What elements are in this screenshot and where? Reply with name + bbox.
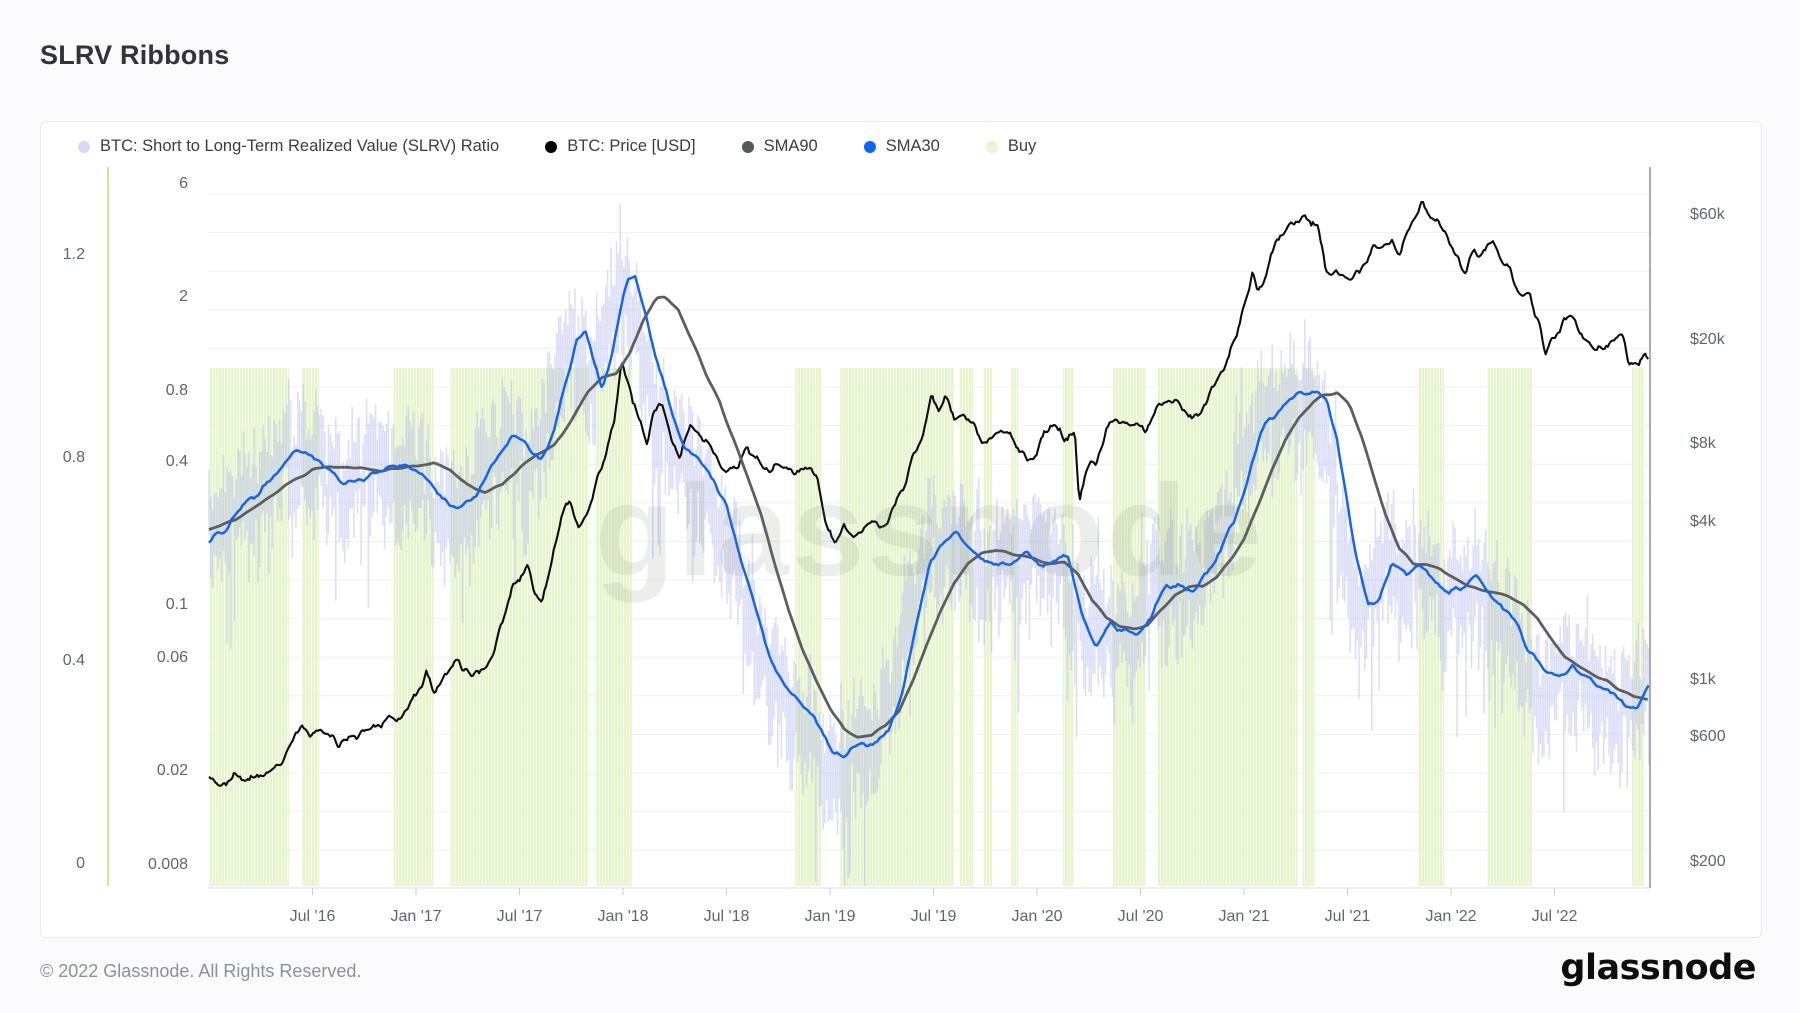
legend-item-0[interactable]: BTC: Short to Long-Term Realized Value (…	[78, 137, 499, 156]
aux-tick-label: 0.8	[62, 449, 85, 466]
price-tick-label: $200	[1690, 853, 1726, 870]
legend-label: BTC: Short to Long-Term Realized Value (…	[100, 137, 500, 155]
sma90-line	[208, 295, 1648, 739]
x-tick-label: Jan '19	[804, 908, 856, 925]
legend-dot-icon	[863, 140, 876, 153]
ratio-tick-label: 0.02	[156, 761, 188, 779]
legend-label: SMA30	[885, 137, 940, 155]
ratio-tick-label: 0.4	[165, 453, 188, 471]
x-tick-label: Jul '21	[1324, 908, 1371, 925]
price-tick-label: $8k	[1690, 434, 1716, 452]
aux-tick-label: 0.4	[62, 652, 85, 669]
copyright-text: © 2022 Glassnode. All Rights Reserved.	[40, 961, 362, 981]
ratio-tick-label: 0.06	[156, 648, 188, 666]
ratio-tick-label: 2	[179, 287, 188, 305]
ratio-tick-label: 0.008	[147, 856, 188, 873]
x-tick-label: Jan '22	[1425, 908, 1477, 925]
aux-tick-label: 1.2	[62, 246, 85, 263]
legend-item-4[interactable]: Buy	[985, 137, 1037, 156]
price-tick-label: $1k	[1690, 670, 1716, 688]
legend-item-3[interactable]: SMA30	[863, 137, 940, 156]
x-tick-label: Jan '21	[1218, 908, 1270, 925]
price-tick-label: $4k	[1690, 513, 1716, 531]
legend-item-1[interactable]: BTC: Price [USD]	[545, 137, 696, 156]
btc-price-line	[208, 200, 1650, 787]
price-tick-label: $600	[1690, 728, 1726, 746]
legend-label: BTC: Price [USD]	[567, 137, 696, 155]
page-title: SLRV Ribbons	[40, 40, 230, 70]
ratio-tick-label: 0.8	[165, 382, 188, 399]
chart-legend: BTC: Short to Long-Term Realized Value (…	[78, 137, 1036, 156]
x-tick-label: Jul '16	[289, 908, 336, 925]
glassnode-logo[interactable]: glassnode	[1560, 948, 1756, 988]
legend-label: Buy	[1007, 137, 1037, 155]
sma30-line	[208, 274, 1650, 759]
x-tick-label: Jul '20	[1117, 908, 1164, 925]
aux-tick-label: 0	[76, 855, 85, 872]
legend-dot-icon	[741, 140, 754, 153]
x-tick-label: Jul '22	[1531, 908, 1578, 925]
ratio-tick-label: 0.1	[165, 596, 188, 614]
price-tick-label: $60k	[1690, 206, 1725, 224]
x-axis-ticks	[312, 888, 1555, 895]
legend-dot-icon	[78, 140, 90, 153]
x-tick-label: Jan '20	[1011, 908, 1063, 925]
x-tick-label: Jul '17	[496, 908, 543, 925]
ratio-tick-label: 6	[179, 174, 188, 192]
legend-dot-icon	[985, 140, 998, 153]
x-tick-label: Jan '18	[597, 908, 649, 925]
x-tick-label: Jan '17	[390, 908, 442, 925]
legend-item-2[interactable]: SMA90	[741, 137, 818, 156]
plot-series	[208, 200, 1650, 886]
x-tick-label: Jul '18	[703, 908, 750, 925]
price-tick-label: $20k	[1690, 331, 1725, 348]
legend-dot-icon	[545, 140, 558, 153]
buy-zones	[209, 368, 1645, 886]
legend-label: SMA90	[763, 137, 818, 155]
x-tick-label: Jul '19	[910, 908, 957, 925]
